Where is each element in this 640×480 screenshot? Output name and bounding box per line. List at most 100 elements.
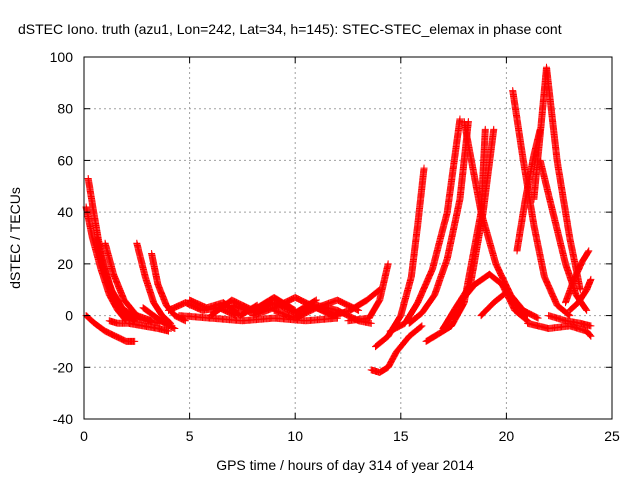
data-point-group xyxy=(566,322,589,335)
data-point xyxy=(367,319,375,327)
data-point xyxy=(171,325,179,332)
data-point xyxy=(148,317,156,325)
data-point-group xyxy=(405,310,425,327)
data-series xyxy=(139,304,179,332)
x-tick-label: 15 xyxy=(393,428,409,444)
data-point-group xyxy=(530,221,548,280)
y-tick-label: 60 xyxy=(57,152,73,168)
data-point-group xyxy=(418,292,438,317)
data-points xyxy=(82,63,595,376)
data-point-group xyxy=(93,234,107,267)
data-point-group xyxy=(148,250,162,287)
data-point xyxy=(131,337,139,345)
data-point-group xyxy=(570,258,586,283)
data-point-group xyxy=(186,296,209,311)
data-point-group xyxy=(422,330,442,345)
data-point-group xyxy=(477,208,499,267)
data-point-group xyxy=(312,304,336,319)
data-point-group xyxy=(583,276,594,294)
data-series xyxy=(344,260,392,325)
data-point-group xyxy=(524,319,551,332)
data-point-group xyxy=(530,132,544,203)
data-point xyxy=(418,322,426,330)
data-point-group xyxy=(112,332,129,345)
data-point-group xyxy=(456,281,478,307)
data-series xyxy=(101,239,156,325)
data-point-group xyxy=(181,299,205,314)
data-point-group xyxy=(545,312,568,324)
data-point xyxy=(490,125,498,133)
y-tick-label: -40 xyxy=(53,411,73,427)
data-point-group xyxy=(540,273,561,308)
data-point-group xyxy=(376,261,392,304)
data-point-group xyxy=(141,273,157,305)
data-point-group xyxy=(228,301,256,317)
data-point xyxy=(587,332,595,340)
data-point-group xyxy=(118,304,138,321)
data-point-group xyxy=(101,327,119,340)
data-point-group xyxy=(150,299,165,319)
data-point-group xyxy=(407,222,422,281)
data-point-group xyxy=(97,265,113,298)
data-point-group xyxy=(363,287,383,304)
data-point-group xyxy=(249,304,277,320)
data-point-group xyxy=(110,270,128,303)
data-point-group xyxy=(384,349,400,371)
data-point-group xyxy=(576,319,594,330)
data-point-group xyxy=(397,274,415,320)
data-series xyxy=(105,317,172,335)
data-point-group xyxy=(513,196,529,255)
data-point-group xyxy=(114,306,129,324)
data-point-group xyxy=(365,297,383,322)
data-point-group xyxy=(507,291,527,313)
grid xyxy=(84,57,612,419)
data-point-group xyxy=(443,116,464,216)
data-point-group xyxy=(120,296,140,319)
data-series xyxy=(562,247,593,307)
x-tick-label: 0 xyxy=(80,428,88,444)
data-series xyxy=(477,288,532,320)
data-point-group xyxy=(583,327,594,339)
y-tick-label: 20 xyxy=(57,256,73,272)
data-point-group xyxy=(91,319,108,334)
data-point xyxy=(384,260,392,268)
data-point-group xyxy=(477,300,497,320)
data-point-group xyxy=(372,333,391,351)
data-point xyxy=(587,322,595,330)
data-point-group xyxy=(566,299,581,314)
data-point-group xyxy=(150,312,167,327)
data-point-group xyxy=(486,270,505,288)
data-point-group xyxy=(133,312,154,324)
data-point xyxy=(534,314,542,322)
data-point-group xyxy=(519,306,541,322)
data-point-group xyxy=(393,333,412,356)
data-point-group xyxy=(82,203,96,241)
data-point-group xyxy=(460,118,485,215)
y-tick-label: 80 xyxy=(57,101,73,117)
data-series xyxy=(372,164,428,351)
data-point-group xyxy=(439,305,459,332)
data-series xyxy=(524,319,595,340)
data-point-group xyxy=(511,306,531,324)
data-point-group xyxy=(431,256,451,299)
data-point-group xyxy=(105,291,121,313)
data-point-group xyxy=(160,319,178,332)
x-tick-label: 5 xyxy=(186,428,194,444)
data-series xyxy=(367,322,426,376)
data-series xyxy=(530,63,584,294)
data-point-group xyxy=(543,63,561,163)
data-point xyxy=(420,164,428,172)
data-point xyxy=(333,314,341,322)
x-axis-label: GPS time / hours of day 314 of year 2014 xyxy=(216,457,474,473)
data-point-group xyxy=(549,208,569,267)
y-axis-label: dSTEC / TECUs xyxy=(7,187,23,289)
data-point-group xyxy=(84,175,98,220)
data-point-group xyxy=(291,302,319,317)
x-tick-label: 25 xyxy=(604,428,620,444)
data-point-group xyxy=(448,300,468,330)
data-point-group xyxy=(99,260,115,293)
y-tick-label: 0 xyxy=(65,308,73,324)
data-point-group xyxy=(401,300,421,327)
data-point xyxy=(583,306,591,314)
